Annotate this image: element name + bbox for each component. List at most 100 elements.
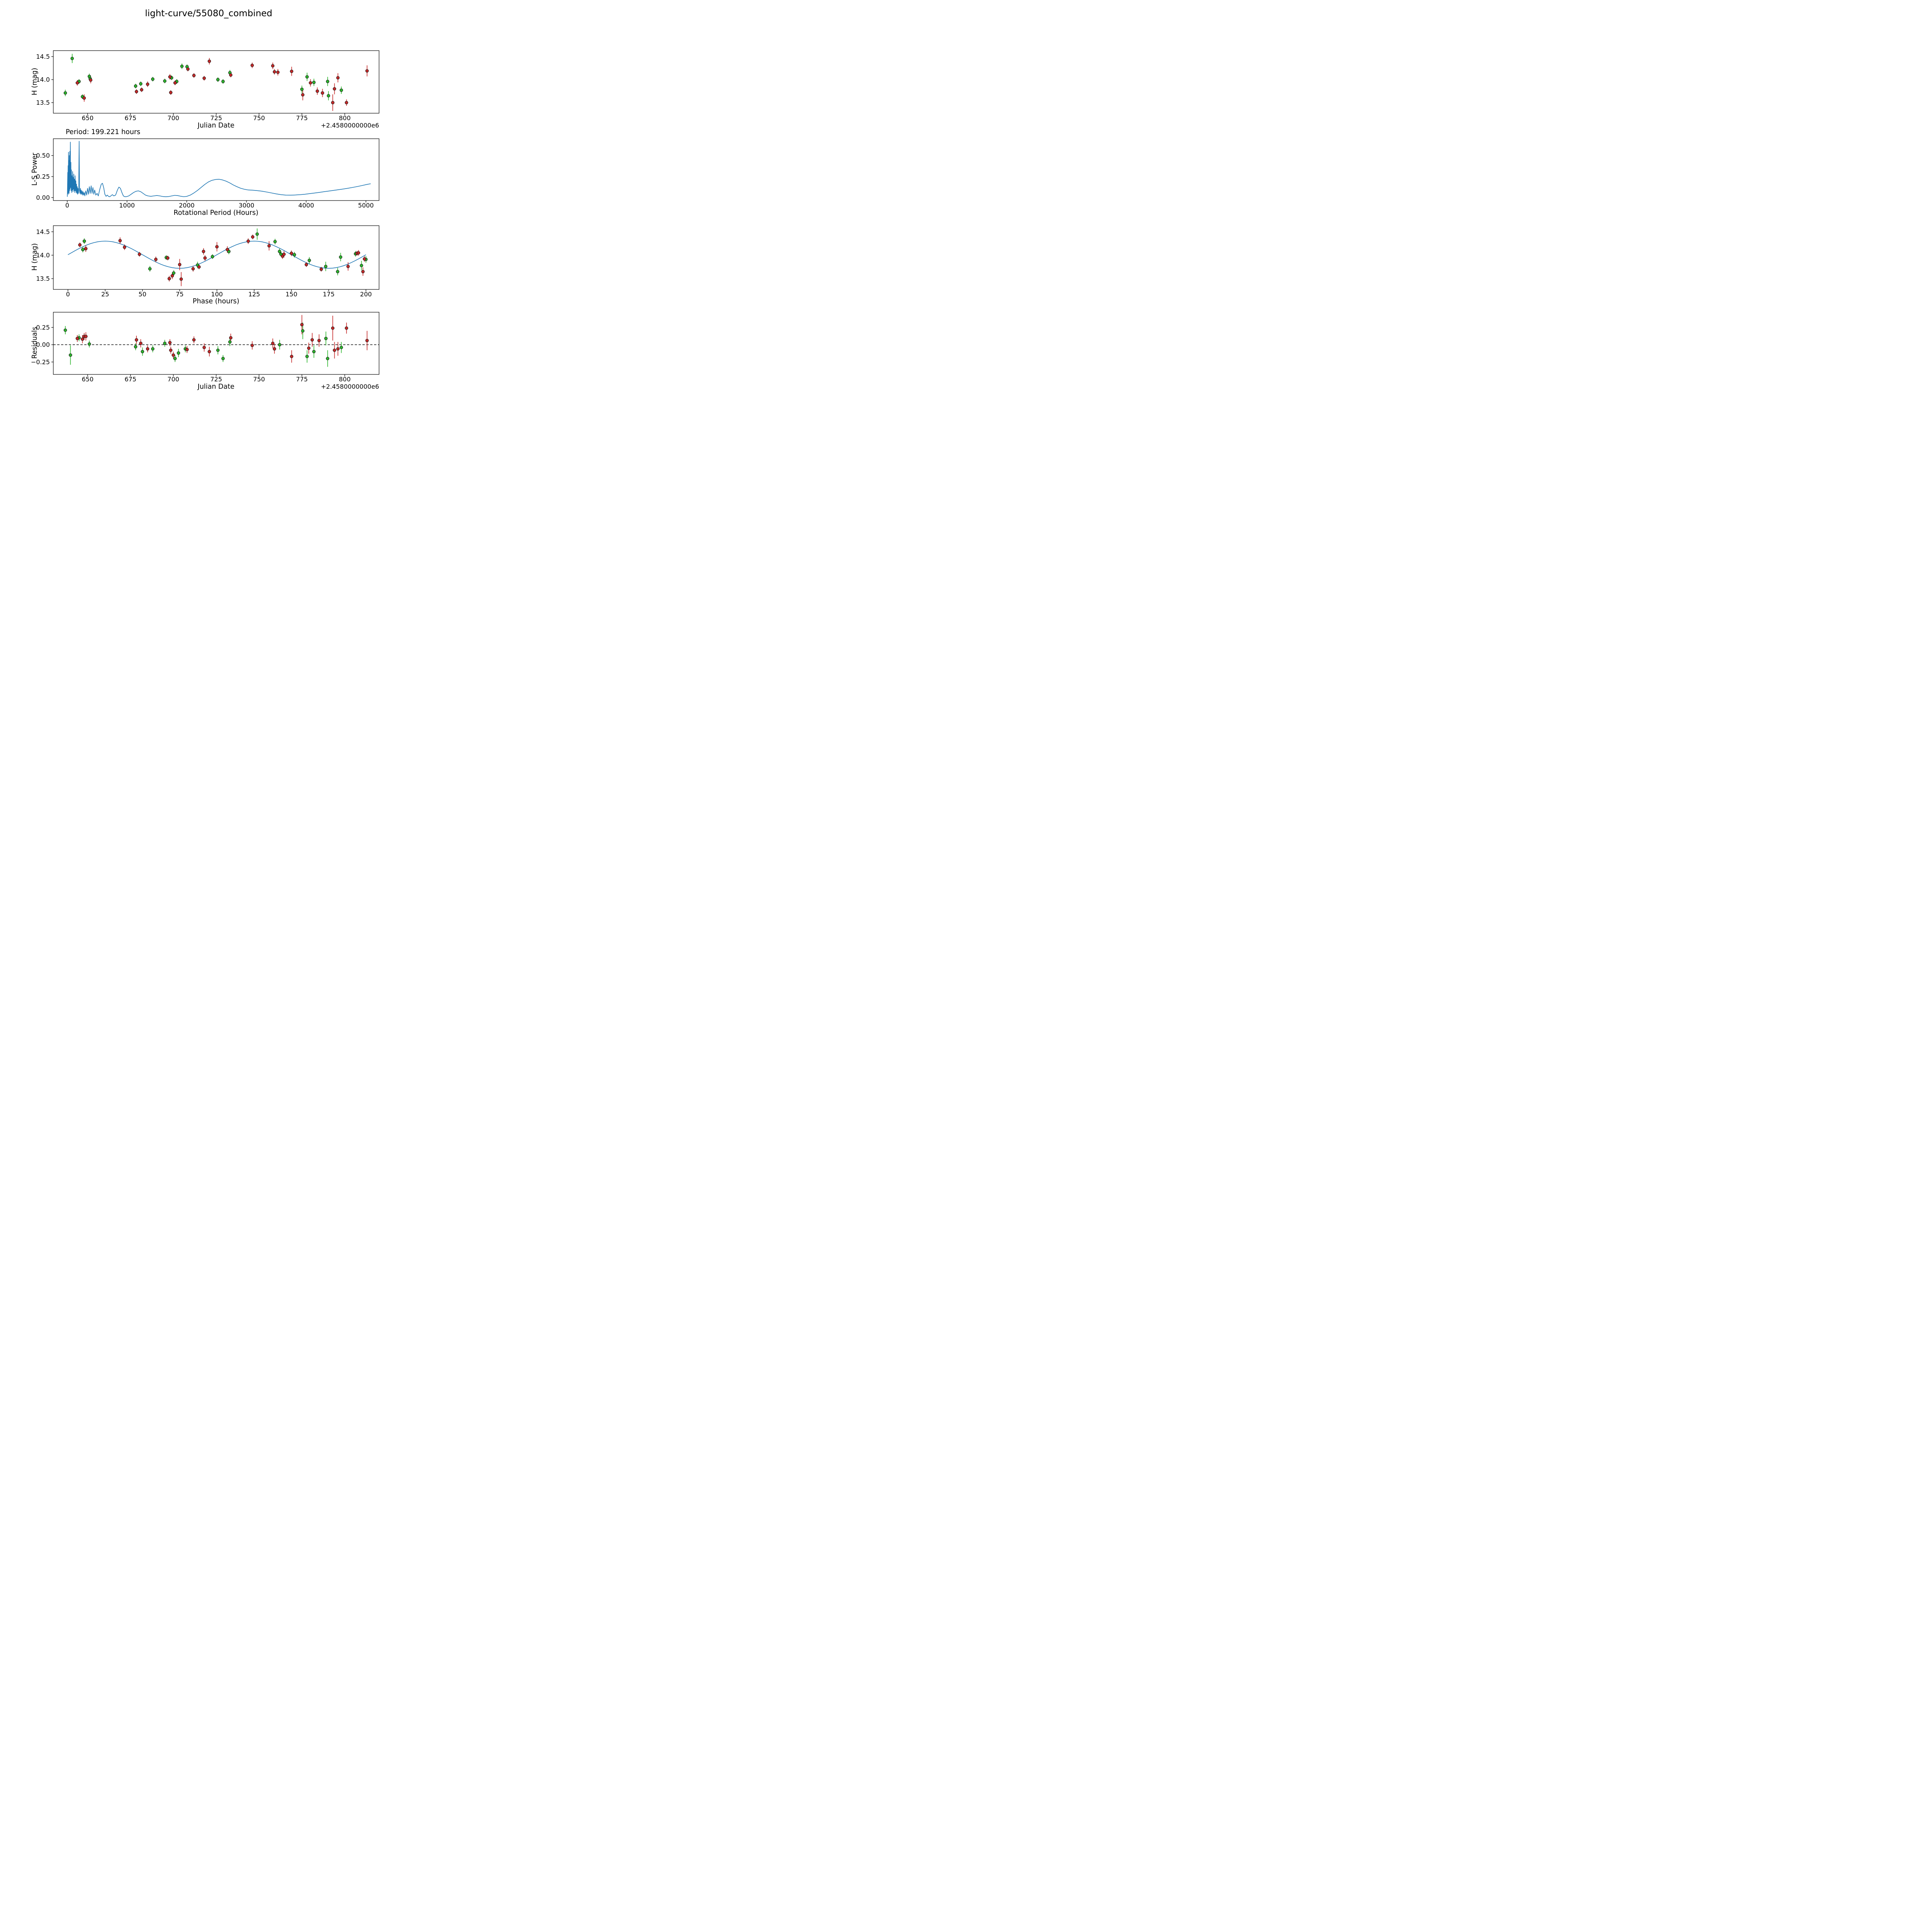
data-point (221, 80, 225, 83)
data-point (146, 82, 150, 86)
data-point (255, 232, 259, 236)
data-point (207, 60, 211, 63)
y-tick-label: 0.00 (36, 341, 50, 349)
data-point (301, 329, 304, 333)
x-tick-label: 0 (66, 291, 70, 298)
data-point (345, 101, 349, 104)
data-point (327, 94, 330, 98)
data-point (185, 348, 189, 351)
data-point (278, 343, 281, 347)
lightcurve-ylabel: H (mag) (31, 68, 39, 95)
data-point (305, 355, 309, 358)
data-point (336, 76, 340, 80)
data-point (331, 326, 335, 330)
x-tick-label: 5000 (358, 202, 374, 209)
data-point (346, 265, 350, 268)
data-point (173, 357, 177, 361)
data-point (84, 335, 88, 338)
data-point (278, 250, 281, 253)
data-point (186, 67, 190, 71)
data-point (324, 337, 328, 340)
data-point (361, 270, 365, 274)
data-point (340, 345, 343, 349)
axes-box (53, 312, 379, 375)
data-point (172, 271, 175, 275)
axes-box (53, 50, 379, 114)
x-tick-label: 125 (248, 291, 260, 298)
figure: light-curve/55080_combined 650 675 700 725 7… (0, 0, 417, 417)
data-point (163, 342, 167, 345)
data-point (365, 339, 369, 342)
data-point (229, 73, 233, 77)
x-tick-label: 2000 (179, 202, 195, 209)
data-point (360, 264, 363, 267)
y-tick-label: 14.5 (36, 53, 50, 60)
x-tick-label: 750 (253, 376, 265, 383)
x-tick-label: 800 (339, 376, 351, 383)
data-point (173, 81, 177, 85)
residuals-x-offset: +2.4580000000e6 (321, 383, 379, 390)
data-point (308, 259, 311, 262)
data-point (211, 255, 214, 259)
data-point (168, 75, 172, 79)
x-tick-label: 4000 (298, 202, 314, 209)
data-point (69, 353, 72, 357)
x-tick-label: 3000 (238, 202, 254, 209)
periodogram-xlabel: Rotational Period (Hours) (173, 209, 259, 217)
x-tick-label: 50 (138, 291, 146, 298)
data-point (290, 355, 294, 358)
data-point (250, 63, 254, 67)
lightcurve-x-offset: +2.4580000000e6 (321, 122, 379, 129)
data-point (82, 96, 86, 100)
axes-box (53, 225, 379, 290)
data-point (282, 252, 286, 256)
data-point (151, 347, 155, 351)
panel-periodogram: 0 1000 2000 3000 4000 5000 0.00 0.25 0.50 (36, 138, 379, 209)
data-point (141, 350, 145, 354)
data-point (192, 74, 196, 77)
data-point (170, 274, 174, 278)
data-point (191, 267, 195, 270)
data-point (271, 64, 275, 68)
x-tick-label: 675 (124, 114, 136, 122)
data-point (87, 342, 91, 346)
data-point (221, 357, 225, 361)
data-point (179, 277, 183, 281)
data-point (134, 90, 138, 94)
data-point (216, 349, 220, 352)
y-tick-label: 0.00 (36, 194, 50, 201)
x-tick-label: 775 (296, 376, 308, 383)
data-point (273, 347, 276, 351)
y-tick-label: 14.5 (36, 228, 50, 235)
data-point (301, 93, 304, 97)
data-point (81, 248, 85, 252)
data-point (177, 351, 180, 355)
data-point (336, 270, 340, 274)
data-point (172, 353, 175, 357)
data-point (154, 258, 158, 261)
data-point (307, 346, 311, 350)
data-point (226, 248, 229, 252)
x-tick-label: 175 (323, 291, 335, 298)
data-point (84, 247, 88, 250)
data-point (315, 89, 319, 93)
data-point (345, 326, 349, 330)
data-point (169, 91, 173, 94)
data-point (305, 75, 309, 79)
y-tick-label: 13.5 (36, 275, 50, 282)
data-point (300, 323, 304, 327)
data-point (169, 349, 173, 352)
y-tick-label: 0.50 (36, 152, 50, 159)
data-point (166, 256, 170, 260)
data-point (247, 239, 250, 243)
y-tick-label: 0.25 (36, 173, 50, 180)
y-tick-label: 13.5 (36, 99, 50, 106)
data-point (340, 88, 343, 92)
x-tick-label: 775 (296, 114, 308, 122)
panel-residuals: 650 675 700 725 750 775 800 −0.25 0.00 0.25 (31, 312, 379, 383)
data-point (276, 70, 280, 74)
data-point (293, 253, 296, 257)
data-point (216, 78, 220, 82)
data-point (317, 339, 321, 342)
data-point (70, 56, 74, 60)
